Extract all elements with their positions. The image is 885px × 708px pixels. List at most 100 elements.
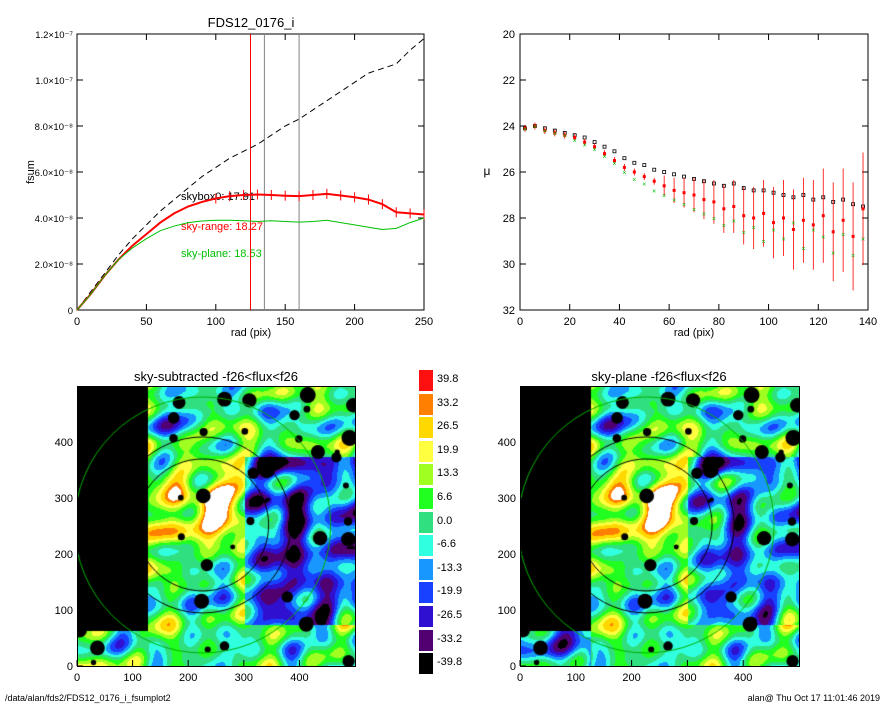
mu-point-black [542, 126, 547, 131]
mu-point-green: × [732, 218, 736, 225]
mu-point-black [731, 181, 736, 186]
mu-point-red [841, 218, 845, 222]
mu-point-red [712, 200, 716, 204]
annotation-sky-plane: sky-plane: 18.53 [181, 248, 262, 260]
mu-point-red [662, 184, 666, 188]
mu-xtick-label: 0 [517, 316, 523, 328]
mu-point-red [553, 131, 557, 135]
mu-point-red [722, 207, 726, 211]
colorbar-swatch [419, 582, 433, 604]
mu-point-green: × [692, 207, 696, 214]
mu-point-green: × [563, 133, 567, 140]
colorbar-swatch [419, 393, 433, 415]
fsum-ytick-label: 4.0×10⁻⁸ [35, 214, 73, 225]
mu-point-red [612, 159, 616, 162]
fsum-ytick-label: 8.0×10⁻⁸ [35, 122, 73, 133]
mu-point-black [592, 140, 597, 145]
map-ytick-label: 300 [498, 493, 516, 505]
mu-point-black [582, 135, 587, 140]
mu-point-red [642, 175, 646, 179]
mu-point-green: × [632, 177, 636, 184]
fsum-ytick-label: 6.0×10⁻⁸ [35, 168, 73, 179]
fsum-ytick-label: 0 [68, 306, 73, 317]
mu-point-black [533, 124, 537, 128]
mu-point-green: × [612, 161, 616, 168]
footer-timestamp: alan@ Thu Oct 17 11:01:46 2019 [747, 693, 880, 703]
fsum-ylabel: fsum [25, 160, 37, 184]
mu-point-black [682, 174, 686, 179]
mu-point-green: × [791, 221, 795, 228]
fsum-frame [76, 33, 425, 311]
mu-point-red [821, 214, 825, 218]
colorbar-swatch [419, 464, 433, 486]
fsum-xtick-label: 200 [345, 316, 363, 328]
mu-ylabel: μ [484, 164, 491, 178]
mu-point-black [523, 126, 527, 131]
fsum-ytick-label: 1.0×10⁻⁷ [35, 76, 73, 87]
mu-xtick-label: 100 [759, 316, 777, 328]
mu-ytick-label: 32 [503, 305, 515, 317]
fsum-xtick-label: 0 [74, 316, 80, 328]
map-xtick-label: 200 [622, 672, 640, 684]
sky-plane-map [520, 386, 800, 667]
mu-point-red [573, 136, 577, 139]
map-xtick-label: 300 [678, 672, 696, 684]
colorbar-label: 13.3 [437, 467, 459, 480]
mu-point-green: × [533, 124, 537, 131]
mu-point-green: × [583, 142, 587, 149]
colorbar-label: 6.6 [437, 491, 453, 503]
fsum-xlabel: rad (pix) [231, 327, 271, 339]
mu-point-black [622, 156, 627, 161]
map-ytick-label: 400 [498, 437, 516, 449]
mu-point-green: × [602, 154, 606, 161]
mu-point-green: × [642, 182, 646, 189]
mu-point-green: × [652, 188, 656, 195]
mu-point-black [572, 133, 577, 138]
colorbar-swatch [419, 606, 433, 627]
map-ytick-label: 200 [55, 549, 73, 561]
mu-point-green: × [861, 237, 865, 244]
colorbar-swatch [419, 440, 433, 462]
mu-point-red [801, 218, 805, 222]
mu-point-green: × [831, 251, 835, 258]
mu-point-black [841, 197, 846, 202]
mu-frame [519, 33, 869, 311]
mu-point-black [711, 181, 716, 186]
sky-subtracted-image [78, 387, 355, 666]
mu-point-black [751, 188, 756, 193]
fsum-series-1 [76, 192, 425, 311]
mu-point-black [602, 144, 607, 149]
mu-point-black [811, 197, 816, 202]
mu-xlabel: rad (pix) [674, 327, 714, 339]
mu-point-black [702, 179, 706, 184]
mu-point-green: × [682, 202, 686, 209]
mu-point-black [692, 176, 696, 181]
mu-point-green: × [573, 138, 577, 145]
mu-point-black [771, 190, 776, 195]
colorbar-label: 39.8 [437, 373, 459, 385]
mu-point-red [593, 145, 597, 149]
colorbar-label: 33.2 [437, 396, 459, 409]
map-ytick-label: 400 [55, 437, 73, 449]
mu-point-black [721, 183, 726, 188]
mu-point-black [851, 202, 855, 207]
fsum-xtick-label: 100 [207, 316, 225, 328]
mu-point-red [543, 129, 547, 133]
mu-point-black [831, 199, 836, 204]
colorbar-swatch [419, 558, 433, 580]
mu-ytick-label: 30 [503, 259, 515, 271]
colorbar-swatch [419, 653, 433, 675]
map-ytick-label: 300 [55, 493, 73, 505]
mu-point-black [552, 128, 557, 133]
mu-point-green: × [662, 193, 666, 200]
mu-point-black [821, 195, 826, 200]
colorbar-label: -6.6 [437, 538, 456, 551]
mu-point-red [742, 214, 746, 218]
mu-point-red [622, 165, 626, 169]
mu-point-black [791, 195, 796, 200]
mu-point-green: × [672, 198, 676, 205]
mu-point-green: × [702, 211, 706, 218]
mu-point-green: × [752, 225, 756, 232]
mu-point-red [762, 211, 766, 215]
colorbar-swatch [419, 535, 433, 557]
